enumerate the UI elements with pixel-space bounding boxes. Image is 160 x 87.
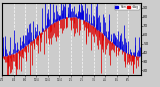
Legend: Hum, <Avg: Hum, <Avg [115,5,140,10]
